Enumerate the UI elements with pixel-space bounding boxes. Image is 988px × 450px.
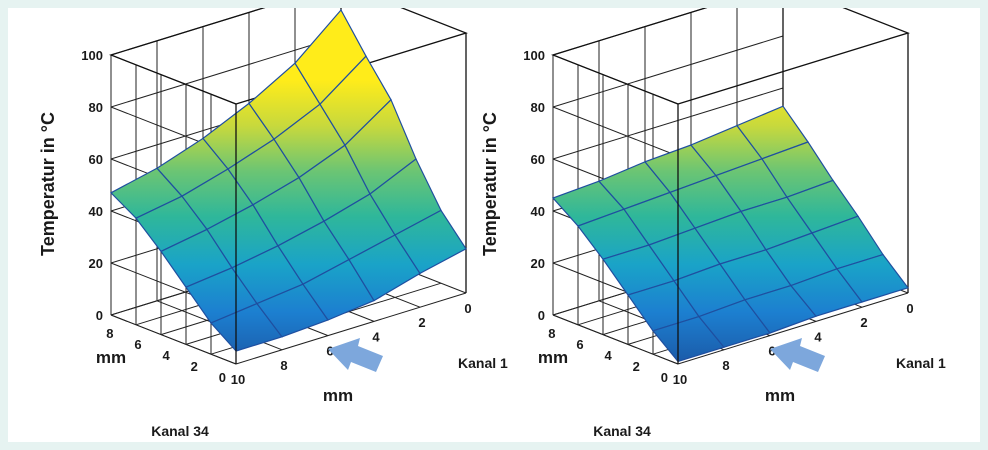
surface-patch	[836, 253, 909, 303]
kanal-1-label: Kanal 1	[458, 355, 508, 371]
width-tick-label: 4	[372, 329, 380, 344]
box-top-edge	[109, 0, 468, 105]
depth-tick-label: 4	[163, 348, 171, 363]
kanal-34-label: Kanal 34	[593, 423, 651, 439]
width-tick-label: 8	[722, 358, 729, 373]
width-tick-label: 0	[464, 301, 471, 316]
kanal-1-label: Kanal 1	[896, 355, 946, 371]
width-tick-label: 6	[768, 344, 775, 359]
back-wall-gridline	[552, 0, 733, 56]
width-tick-label: 0	[906, 301, 913, 316]
back-wall-gridline	[552, 87, 784, 160]
depth-tick-label: 2	[633, 359, 640, 374]
left-wall-gridline	[552, 106, 679, 157]
depth-tick-label: 8	[548, 326, 555, 341]
z-axis-title: Temperatur in °C	[38, 112, 58, 256]
z-tick-label: 100	[81, 48, 103, 63]
z-axis-title: Temperatur in °C	[480, 112, 500, 256]
width-tick-label: 2	[860, 315, 867, 330]
back-wall-gridline	[110, 35, 342, 108]
width-tick-label: 10	[673, 372, 687, 387]
depth-tick-label: 0	[219, 370, 226, 385]
z-tick-label: 100	[523, 48, 545, 63]
z-tick-label: 20	[89, 256, 103, 271]
z-tick-label: 80	[531, 100, 545, 115]
z-tick-label: 60	[89, 152, 103, 167]
flow-arrow-icon	[770, 338, 825, 372]
depth-tick-label: 0	[661, 370, 668, 385]
box-top-edge	[551, 0, 910, 105]
z-tick-label: 40	[531, 204, 545, 219]
floor-gridline	[235, 292, 467, 365]
depth-tick-label: 6	[576, 337, 583, 352]
z-tick-label: 60	[531, 152, 545, 167]
depth-tick-label: 2	[191, 359, 198, 374]
width-tick-label: 4	[814, 329, 822, 344]
depth-axis-title: mm	[96, 348, 126, 367]
depth-tick-label: 6	[134, 337, 141, 352]
z-tick-label: 0	[538, 308, 545, 323]
floor-gridline	[110, 314, 237, 365]
z-tick-label: 20	[531, 256, 545, 271]
kanal-34-label: Kanal 34	[151, 423, 209, 439]
depth-axis-title: mm	[538, 348, 568, 367]
z-tick-label: 40	[89, 204, 103, 219]
flow-arrow-icon	[328, 338, 383, 372]
width-tick-label: 2	[418, 315, 425, 330]
floor-gridline	[677, 292, 909, 365]
width-tick-label: 10	[231, 372, 245, 387]
figure-panel: 0 20 40 60 80 100 0 2 4 6 8 10 8 6 4 2 0 Temperatur in °C…	[8, 0, 980, 442]
surface-patch	[394, 209, 467, 275]
z-tick-label: 80	[89, 100, 103, 115]
back-wall-gridline	[552, 35, 784, 108]
width-axis-title: mm	[765, 386, 795, 405]
floor-gridline	[552, 314, 679, 365]
width-tick-label: 8	[280, 358, 287, 373]
depth-tick-label: 4	[605, 348, 613, 363]
z-tick-label: 0	[96, 308, 103, 323]
back-wall-gridline	[110, 0, 291, 56]
width-tick-label: 6	[326, 344, 333, 359]
width-axis-title: mm	[323, 386, 353, 405]
depth-tick-label: 8	[106, 326, 113, 341]
